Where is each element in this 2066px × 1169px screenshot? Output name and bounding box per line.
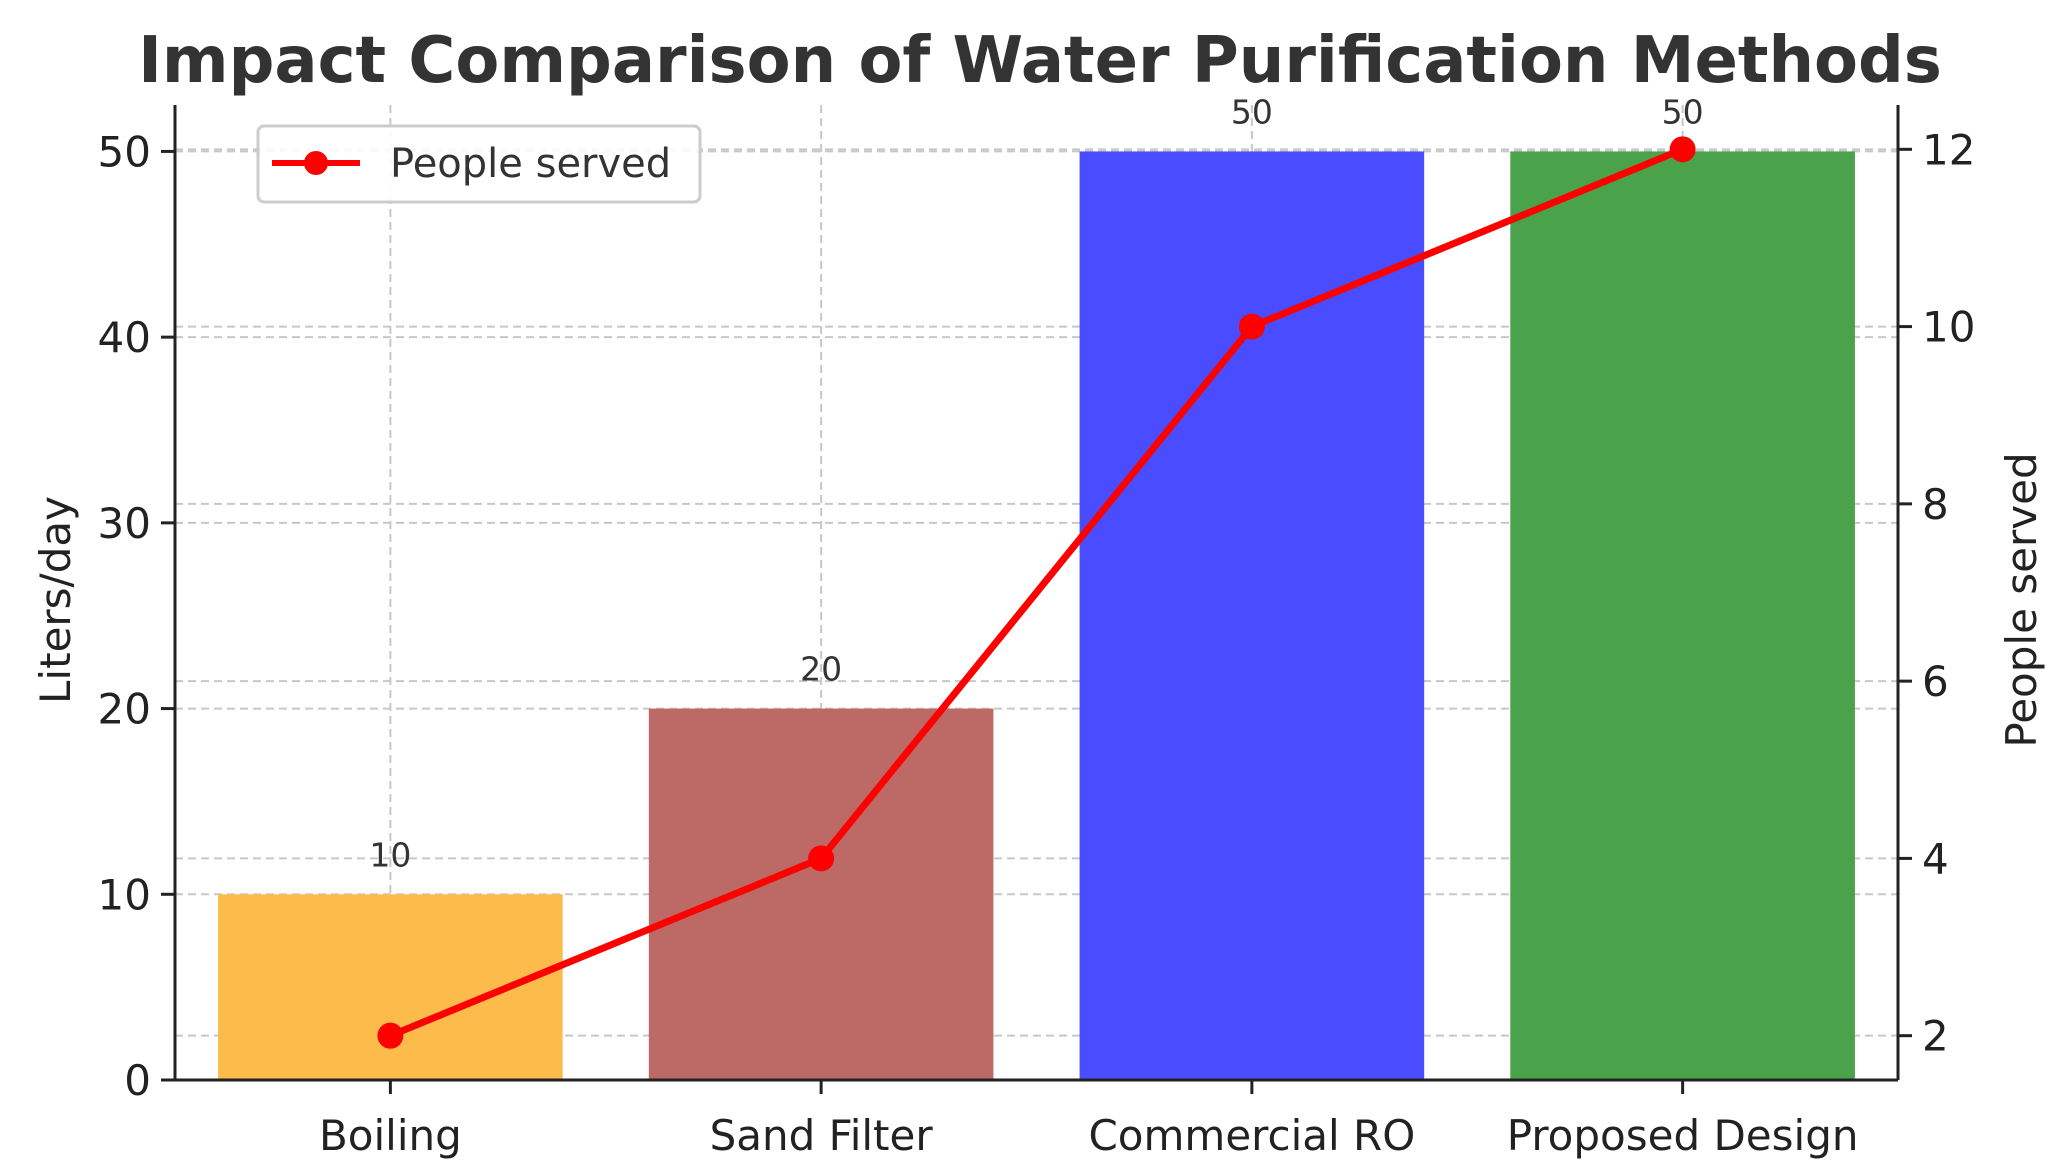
y-tick-label: 20 <box>98 685 151 734</box>
y2-tick-label: 10 <box>1922 303 1975 352</box>
bar-proposed-design <box>1510 151 1855 1080</box>
bar-value-label: 50 <box>1662 92 1704 131</box>
chart-title: Impact Comparison of Water Purification … <box>138 24 1942 98</box>
legend: People served <box>256 124 702 204</box>
y-tick-label: 50 <box>98 127 151 176</box>
legend-box <box>256 124 702 204</box>
y2-tick-label: 4 <box>1922 834 1949 883</box>
bar-commercial-ro <box>1079 151 1425 1080</box>
y2-axis-label: People served <box>1997 452 2046 747</box>
axes-layer <box>161 105 1912 1094</box>
x-tick-label: Commercial RO <box>1088 1111 1415 1160</box>
y-tick-label: 10 <box>98 870 151 919</box>
y2-tick-label: 8 <box>1922 480 1949 529</box>
people-served-point <box>1669 136 1696 163</box>
y-tick-label: 40 <box>98 313 151 362</box>
bar-layer <box>218 151 1855 1080</box>
x-tick-label: Boiling <box>319 1111 462 1160</box>
bar-value-label: 20 <box>800 650 842 689</box>
bar-sand-filter <box>648 708 994 1080</box>
legend-swatch-marker <box>304 151 328 175</box>
people-served-point <box>1238 313 1265 340</box>
x-tick-label: Sand Filter <box>710 1111 934 1160</box>
legend-entry-people-served: People served <box>390 141 671 187</box>
bar-value-label: 50 <box>1231 92 1273 131</box>
y2-tick-label: 2 <box>1922 1012 1949 1061</box>
x-tick-label: Proposed Design <box>1507 1111 1859 1160</box>
people-served-point <box>377 1022 404 1049</box>
y-axis-label: Liters/day <box>31 496 80 704</box>
label-layer: 10 20 50 50 0 10 20 30 40 50 2 4 6 8 10 12 Boiling Sand F… <box>98 92 1976 1160</box>
bar-value-label: 10 <box>369 835 411 874</box>
y-tick-label: 30 <box>98 499 151 548</box>
people-served-line <box>386 145 1687 1040</box>
y2-tick-label: 12 <box>1922 125 1975 174</box>
people-served-point <box>808 845 835 872</box>
y2-tick-label: 6 <box>1922 657 1949 706</box>
line-layer <box>377 136 1696 1049</box>
y-tick-label: 0 <box>124 1056 151 1105</box>
